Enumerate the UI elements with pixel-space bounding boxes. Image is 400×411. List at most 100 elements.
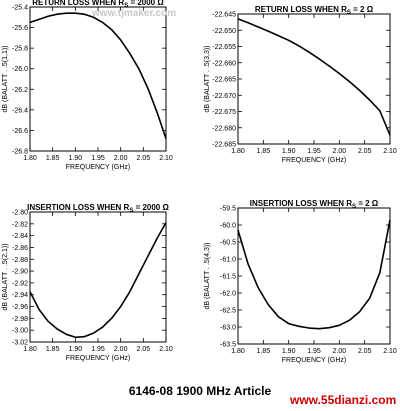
data-point: [74, 12, 76, 14]
y-tick-label: -2.80: [12, 210, 28, 217]
x-tick-label: 2.10: [383, 348, 397, 355]
y-tick-label: -62.0: [220, 291, 236, 298]
series-line: [29, 12, 167, 139]
x-axis-label: FREQUENCY (GHz): [66, 164, 130, 171]
chart-panels: RETURN LOSS WHEN RS = 2000 Ω 1.80 1.85 1.90…: [2, 0, 397, 364]
x-tick-label: 1.95: [307, 148, 321, 155]
x-tick-label: 1.85: [46, 346, 60, 353]
series-line: [237, 18, 391, 136]
chart-4: INSERTION LOSS WHEN RS = 2 Ω 1.80 1.85 1.90…: [204, 199, 397, 364]
x-tick-label: 1.85: [257, 148, 271, 155]
figure-caption: 6146-08 1900 MHz Article: [129, 384, 272, 398]
y-tick-label: -63.0: [220, 325, 236, 332]
x-tick-label: 1.90: [282, 148, 296, 155]
chart-title: RETURN LOSS WHEN RS = 2000 Ω: [32, 0, 164, 9]
plot-frame: [237, 13, 391, 145]
data-point: [56, 13, 58, 15]
data-point: [38, 308, 40, 311]
data-point: [308, 51, 310, 53]
y-tick-label: -2.90: [12, 269, 28, 276]
data-point: [359, 311, 361, 313]
x-axis-label: FREQUENCY (GHz): [282, 357, 346, 364]
data-point: [328, 65, 330, 67]
y-tick-label: -2.86: [12, 245, 28, 252]
x-tick-label: 1.95: [91, 155, 105, 162]
y-tick-label: -22.680: [212, 125, 236, 132]
data-point: [111, 317, 113, 319]
data-point: [147, 87, 149, 89]
data-point: [29, 21, 31, 24]
data-point: [38, 18, 40, 20]
data-point: [348, 319, 351, 321]
data-point: [120, 39, 122, 41]
y-tick-label: -2.94: [12, 292, 28, 299]
y-tick-label: -2.96: [12, 304, 28, 311]
y-tick-label: -26.4: [12, 107, 28, 114]
y-axis-label: dB (BALATT . .5(4,3)): [204, 242, 211, 309]
x-tick-label: 2.10: [159, 346, 173, 353]
data-point: [237, 18, 239, 20]
y-tick-label: -22.645: [212, 12, 236, 19]
x-tick-label: 2.00: [333, 348, 347, 355]
data-point: [138, 273, 140, 275]
x-tick-label: 1.80: [23, 155, 37, 162]
data-point: [165, 138, 167, 140]
y-tick-label: -60.5: [220, 240, 236, 247]
y-tick-label: -2.88: [12, 257, 28, 264]
y-tick-label: -2.84: [12, 233, 28, 240]
data-point: [156, 237, 158, 240]
data-point: [369, 297, 371, 299]
data-point: [318, 328, 320, 330]
data-point: [298, 325, 300, 327]
data-point: [56, 328, 58, 330]
x-tick-label: 2.05: [137, 155, 151, 162]
y-tick-label: -25.4: [12, 5, 28, 12]
data-point: [129, 291, 131, 293]
x-tick-label: 1.80: [23, 346, 37, 353]
data-point: [379, 110, 381, 112]
y-tick-label: -22.660: [212, 60, 236, 67]
chart-title: INSERTION LOSS WHEN RS = 2 Ω: [250, 199, 379, 210]
data-point: [247, 22, 249, 24]
data-point: [47, 320, 49, 322]
data-point: [47, 15, 49, 17]
data-point: [348, 81, 351, 83]
data-point: [308, 327, 310, 329]
y-tick-label: -61.0: [220, 257, 236, 264]
y-tick-label: -2.92: [12, 280, 28, 287]
x-axis-label: FREQUENCY (GHz): [66, 355, 130, 362]
x-tick-label: 2.05: [137, 346, 151, 353]
chart-1: RETURN LOSS WHEN RS = 2000 Ω 1.80 1.85 1.90…: [2, 0, 173, 171]
y-tick-label: -26.8: [12, 149, 28, 156]
data-point: [83, 13, 85, 15]
data-point: [83, 336, 85, 338]
y-tick-label: -2.98: [12, 316, 28, 323]
x-tick-label: 2.10: [159, 155, 173, 162]
y-tick-label: -26.2: [12, 87, 28, 94]
y-tick-label: -26.0: [12, 66, 28, 73]
y-tick-label: -63.5: [220, 342, 236, 349]
watermark-bottom: www.55dianzi.com: [289, 393, 396, 407]
x-tick-label: 1.90: [282, 348, 296, 355]
data-point: [138, 68, 140, 70]
y-tick-label: -22.685: [212, 142, 236, 149]
chart-2: RETURN LOSS WHEN RS = 2 Ω 1.80 1.85 1.90 1.9…: [204, 5, 397, 164]
data-point: [298, 45, 300, 47]
data-point: [359, 89, 361, 91]
x-tick-label: 2.05: [358, 348, 372, 355]
x-tick-label: 2.00: [333, 148, 347, 155]
y-tick-label: -22.665: [212, 77, 236, 84]
y-tick-label: -26.6: [12, 128, 28, 135]
y-tick-label: -61.5: [220, 274, 236, 281]
x-tick-label: 1.95: [307, 348, 321, 355]
y-tick-label: -3.00: [12, 328, 28, 335]
y-tick-label: -22.650: [212, 28, 236, 35]
y-tick-label: -22.655: [212, 44, 236, 51]
data-point: [389, 134, 391, 136]
x-tick-label: 1.90: [69, 346, 83, 353]
x-tick-label: 1.95: [91, 346, 105, 353]
data-point: [165, 222, 167, 224]
data-point: [389, 219, 391, 221]
data-point: [65, 333, 67, 335]
data-point: [328, 327, 330, 329]
